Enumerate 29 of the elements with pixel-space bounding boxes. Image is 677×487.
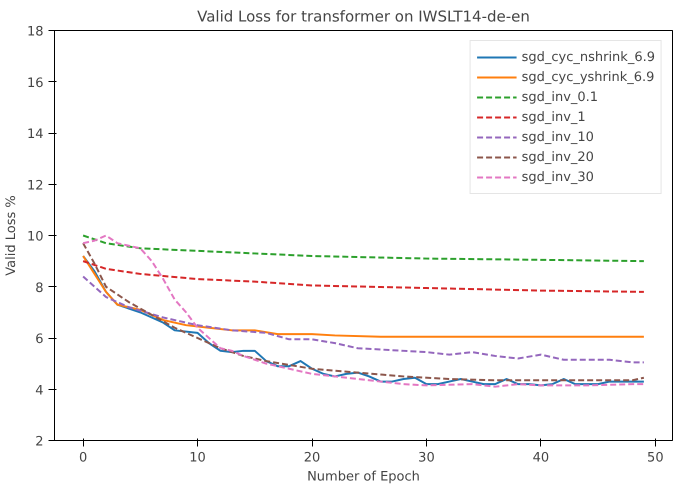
y-tick-label: 16 bbox=[26, 76, 44, 91]
line-series bbox=[82, 276, 645, 364]
x-tick-label: 20 bbox=[304, 450, 320, 466]
legend-label: sgd_inv_1 bbox=[522, 110, 586, 124]
legend-label: sgd_inv_20 bbox=[522, 150, 594, 164]
x-tick-label: 40 bbox=[532, 450, 550, 466]
x-tick-label: 30 bbox=[418, 450, 435, 466]
x-tick-label: 0 bbox=[78, 450, 88, 466]
y-tick-label: 4 bbox=[35, 383, 44, 398]
y-tick-label: 10 bbox=[26, 230, 44, 244]
y-tick-label: 14 bbox=[26, 127, 44, 142]
y-tick-label: 18 bbox=[26, 24, 44, 40]
y-axis-title: Valid Loss % bbox=[4, 195, 19, 276]
x-tick-label: 50 bbox=[647, 450, 664, 466]
legend-label: sgd_inv_0.1 bbox=[522, 90, 598, 104]
y-tick-label: 12 bbox=[26, 178, 44, 194]
line-series bbox=[82, 260, 645, 293]
y-tick-label: 6 bbox=[35, 332, 44, 347]
line-series bbox=[82, 255, 645, 338]
legend-label: sgd_inv_30 bbox=[522, 170, 594, 184]
line-series bbox=[82, 234, 645, 262]
x-tick-label: 10 bbox=[189, 450, 206, 466]
chart-title: Valid Loss for transformer on IWSLT14-de-en bbox=[197, 8, 530, 26]
x-axis-title: Number of Epoch bbox=[307, 470, 420, 484]
legend-label: sgd_inv_10 bbox=[522, 130, 594, 144]
legend-label: sgd_cyc_yshrink_6.9 bbox=[522, 70, 654, 84]
y-tick-label: 8 bbox=[35, 280, 44, 296]
legend-label: sgd_cyc_nshrink_6.9 bbox=[522, 50, 655, 64]
y-tick-label: 2 bbox=[35, 434, 44, 450]
